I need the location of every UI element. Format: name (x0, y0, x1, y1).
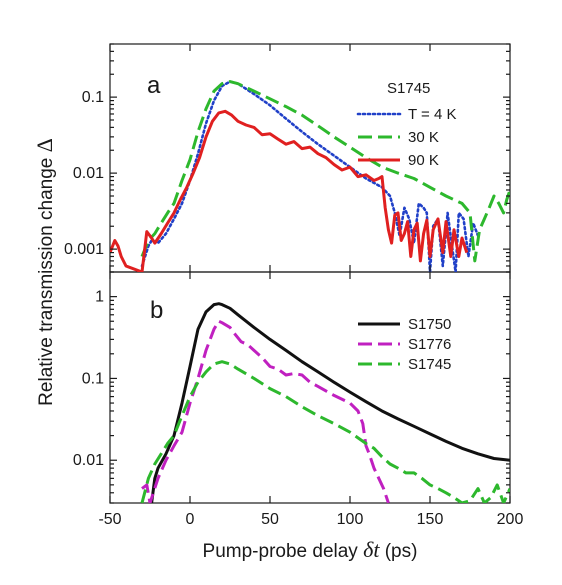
y-tick-label-b: 0.01 (73, 452, 104, 469)
panel-a-ticks: 0.001 0.01 0.1 (64, 43, 511, 273)
y-tick-label-a: 0.01 (73, 165, 104, 182)
x-tick-label: 150 (417, 511, 444, 528)
y-tick-label-b: 0.1 (82, 370, 104, 387)
legend-label-a-1: 30 K (408, 129, 439, 146)
x-tick-label: 0 (186, 511, 195, 528)
legend-label-b-1: S1776 (408, 336, 451, 353)
panel-a-legend: S1745 T = 4 K 30 K 90 K (356, 80, 457, 169)
panel-b-legend: S1750 S1776 S1745 (358, 316, 451, 373)
panel-b-letter: b (150, 297, 163, 324)
legend-label-b-0: S1750 (408, 316, 451, 333)
panel-a-series (110, 80, 510, 272)
x-axis-title: Pump-probe delay δt (ps) (203, 537, 418, 562)
series-line-a-1 (140, 80, 510, 263)
y-tick-label-a: 0.001 (64, 241, 104, 258)
y-axis-title: Relative transmission change Δ (32, 138, 57, 406)
x-tick-label: 200 (497, 511, 524, 528)
x-tick-label: -50 (98, 511, 121, 528)
panel-b-series (140, 302, 510, 503)
y-tick-label-a: 0.1 (82, 89, 104, 106)
legend-label-a-0: T = 4 K (408, 106, 457, 123)
legend-label-a-2: 90 K (408, 152, 439, 169)
x-tick-label: 50 (261, 511, 279, 528)
y-tick-label-b: 1 (95, 289, 104, 306)
x-tick-label: 100 (337, 511, 364, 528)
panel-b-ticks: 0.01 0.1 1 -50 0 50 100 150 200 (73, 271, 524, 528)
panel-a-letter: a (147, 72, 161, 99)
series-line-b-0 (150, 302, 510, 503)
panel-b-frame (109, 271, 511, 504)
series-line-b-2 (140, 360, 510, 503)
legend-label-b-2: S1745 (408, 356, 451, 373)
series-line-b-1 (141, 319, 390, 503)
series-line-a-2 (110, 109, 469, 272)
legend-a-title: S1745 (387, 80, 430, 97)
